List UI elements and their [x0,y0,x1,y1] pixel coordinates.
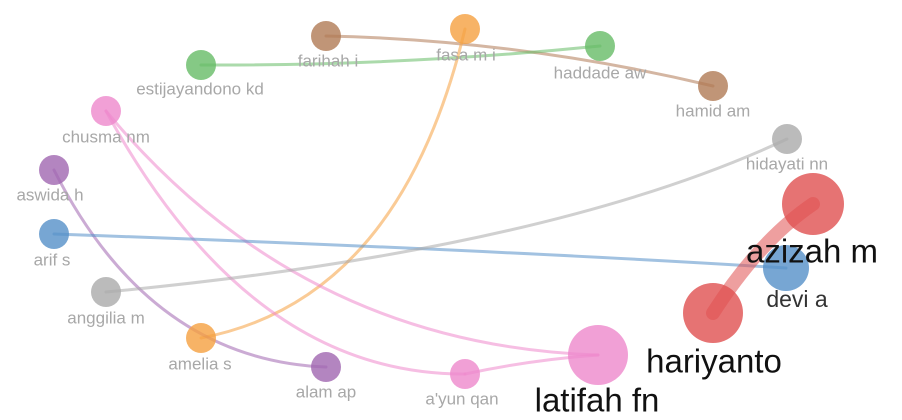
node-label: azizah m [746,233,878,270]
node [763,245,809,291]
node-label: aswida h [16,185,83,204]
node [39,155,69,185]
edge [324,34,715,88]
edge [199,27,467,340]
node-label: fasa m i [436,45,496,64]
nodes [39,14,844,389]
node-label: latifah fn [535,382,660,419]
edge [104,109,467,376]
node [450,14,480,44]
edge [199,44,602,67]
edge [104,109,600,357]
node-label: anggilia m [67,308,145,327]
node [450,359,480,389]
node [311,21,341,51]
node-label: hariyanto [646,343,782,380]
node [39,219,69,249]
labels: farihah i fasa m i haddade aw estijayand… [16,45,878,418]
node-label: a'yun qan [425,389,498,408]
node [772,124,802,154]
node [782,173,844,235]
node [698,71,728,101]
node-label: hamid am [676,101,751,120]
edge [52,232,788,270]
node-label: amelia s [168,354,231,373]
node [585,31,615,61]
node [568,325,628,385]
node [311,352,341,382]
node [186,323,216,353]
node-label: hidayati nn [746,154,828,173]
node [91,277,121,307]
node [683,283,743,343]
node-label: estijayandono kd [136,79,264,98]
edge [52,168,328,369]
edge [104,137,789,294]
node-label: arif s [34,250,71,269]
node-label: farihah i [298,51,358,70]
node-label: haddade aw [554,63,647,82]
node-label: devi a [766,286,828,312]
node [91,96,121,126]
node-label: alam ap [296,382,356,401]
node [186,50,216,80]
node-label: chusma nm [62,127,150,146]
